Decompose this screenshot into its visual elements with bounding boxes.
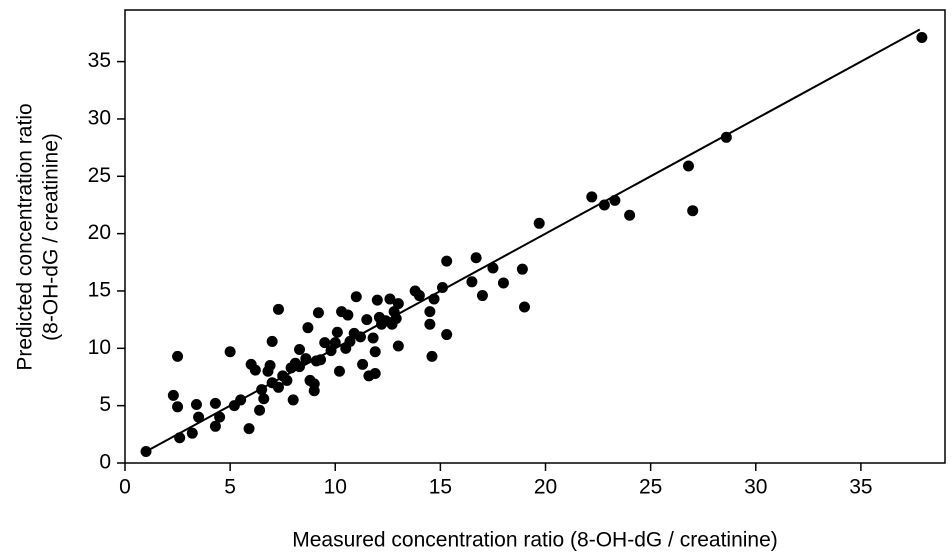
data-point — [609, 194, 621, 206]
data-point — [367, 332, 379, 344]
y-tick-label: 35 — [88, 49, 111, 72]
data-point — [533, 217, 545, 229]
y-tick-label: 10 — [88, 336, 111, 359]
data-point — [294, 361, 306, 373]
y-tick-label: 15 — [88, 279, 111, 302]
y-tick-label: 5 — [99, 393, 111, 416]
data-point — [466, 276, 478, 288]
data-point — [224, 346, 236, 358]
data-point — [361, 314, 373, 326]
data-point — [687, 205, 699, 217]
y-tick-label: 30 — [88, 106, 111, 129]
data-point — [497, 277, 509, 289]
data-point — [209, 420, 221, 432]
y-tick-label: 0 — [99, 451, 111, 474]
data-point — [214, 411, 226, 423]
data-point — [357, 358, 369, 370]
data-point — [140, 446, 152, 458]
data-point — [190, 399, 202, 411]
data-point — [308, 385, 320, 397]
data-point — [300, 353, 312, 365]
data-point — [186, 427, 198, 439]
data-point — [436, 282, 448, 294]
x-tick-label: 10 — [324, 476, 347, 499]
data-point — [428, 293, 440, 305]
data-point — [315, 354, 327, 366]
data-point — [424, 306, 436, 318]
data-point — [266, 335, 278, 347]
plot-frame — [124, 9, 946, 464]
data-point — [319, 337, 331, 349]
data-point — [243, 423, 255, 435]
data-point — [254, 404, 266, 416]
data-point — [369, 368, 381, 380]
data-point — [235, 394, 247, 406]
x-tick-label: 30 — [744, 476, 767, 499]
data-point — [682, 160, 694, 172]
data-point — [272, 303, 284, 315]
data-point — [390, 312, 402, 324]
y-axis-label: Predicted concentration ratio — [14, 103, 37, 370]
data-point — [720, 131, 732, 143]
data-point — [441, 255, 453, 267]
data-point — [287, 394, 299, 406]
x-tick-label: 35 — [849, 476, 872, 499]
data-point — [371, 294, 383, 306]
data-point — [331, 326, 343, 338]
data-point — [167, 389, 179, 401]
data-point — [476, 290, 488, 302]
data-point — [470, 252, 482, 264]
x-tick-label: 5 — [224, 476, 236, 499]
data-point — [413, 290, 425, 302]
data-point — [424, 318, 436, 330]
data-point — [312, 307, 324, 319]
data-point — [249, 364, 261, 376]
data-point — [281, 374, 293, 386]
data-point — [354, 331, 366, 343]
data-point — [916, 32, 928, 44]
data-point — [441, 329, 453, 341]
x-tick-label: 20 — [534, 476, 557, 499]
data-point — [369, 346, 381, 358]
data-point — [518, 301, 530, 313]
data-point — [264, 360, 276, 372]
data-point — [302, 322, 314, 334]
y-tick-label: 20 — [88, 221, 111, 244]
data-point — [272, 381, 284, 393]
data-point — [516, 263, 528, 275]
data-point — [172, 401, 184, 413]
x-tick-label: 15 — [429, 476, 452, 499]
data-point — [174, 432, 186, 444]
data-point — [193, 411, 205, 423]
x-tick-label: 25 — [639, 476, 662, 499]
data-point — [256, 384, 268, 396]
data-point — [392, 340, 404, 352]
data-point — [209, 397, 221, 409]
data-point — [333, 365, 345, 377]
y-axis-label: (8-OH-dG / creatinine) — [40, 133, 63, 341]
data-point — [258, 393, 270, 405]
data-point — [342, 309, 354, 321]
data-point — [350, 291, 362, 303]
x-tick-label: 0 — [119, 476, 131, 499]
data-point — [487, 262, 499, 274]
data-point — [624, 209, 636, 221]
data-point — [294, 343, 306, 355]
x-axis-label: Measured concentration ratio (8-OH-dG / … — [292, 529, 778, 552]
data-point — [392, 298, 404, 310]
data-point — [384, 293, 396, 305]
data-point — [426, 350, 438, 362]
data-point — [172, 350, 184, 362]
y-tick-label: 25 — [88, 164, 111, 187]
data-point — [598, 199, 610, 211]
data-point — [329, 337, 341, 349]
data-point — [586, 191, 598, 203]
